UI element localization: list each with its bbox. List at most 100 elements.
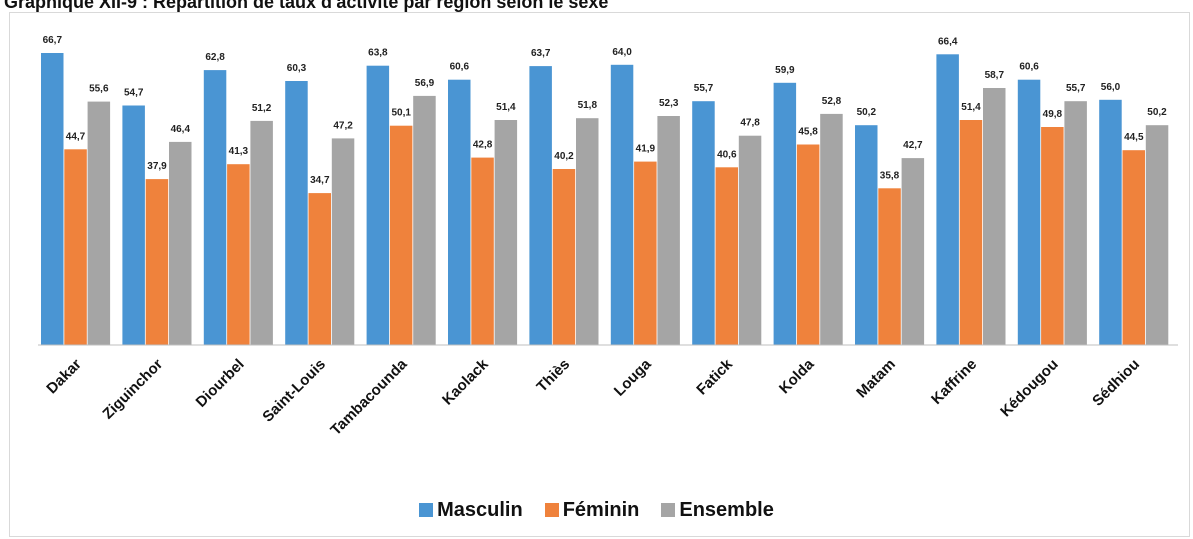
category-label-kedougou: Kédougou [997,356,1061,420]
bar-masculin-tambacounda [366,65,390,345]
value-label-feminin-diourbel: 41,3 [229,146,249,157]
bar-ensemble-fatick [738,135,762,345]
value-label-masculin-diourbel: 62,8 [205,52,225,63]
bar-feminin-tambacounda [389,125,413,345]
bar-masculin-thies [529,66,552,345]
category-label-thies: Thiès [533,356,573,396]
category-label-kolda: Kolda [776,355,818,397]
value-labels-layer: 66,7 44,7 55,6 54,7 37,9 46,4 62,8 41,3 51,2 60,3… [43,35,1168,186]
bar-feminin-kolda [796,144,820,345]
value-label-ensemble-louga: 52,3 [659,98,679,109]
value-label-ensemble-sedhiou: 50,2 [1147,107,1167,118]
bar-feminin-thies [552,169,576,345]
value-label-feminin-kaffrine: 51,4 [961,102,981,113]
chart-title: Graphique XII-9 : Répartition de taux d'… [4,0,609,12]
value-label-feminin-thies: 40,2 [554,151,574,162]
category-labels-layer: Dakar Ziguinchor Diourbel Saint-LouisTambac… [43,355,1143,439]
bar-ensemble-kaolack [494,120,518,345]
bar-masculin-kaffrine [936,54,959,346]
chart-frame [9,12,1190,537]
value-label-ensemble-kaolack: 51,4 [496,102,516,113]
value-label-ensemble-dakar: 55,6 [89,84,109,95]
bar-feminin-fatick [715,167,738,345]
value-label-ensemble-saint-louis: 47,2 [333,120,353,131]
bar-masculin-kedougou [1017,79,1041,345]
value-label-ensemble-fatick: 47,8 [740,118,760,129]
value-label-masculin-kaolack: 60,6 [450,62,470,73]
legend: Masculin Féminin Ensemble [0,496,1193,524]
bars-layer [41,53,1169,346]
value-label-masculin-tambacounda: 63,8 [368,48,388,59]
value-label-feminin-kolda: 45,8 [798,127,818,138]
bar-masculin-matam [855,125,878,345]
bar-masculin-kaolack [448,79,471,345]
bar-ensemble-diourbel [250,120,273,346]
bar-feminin-ziguinchor [145,179,169,345]
bar-ensemble-kaffrine [983,88,1006,345]
legend-label-masculin: Masculin [437,498,523,521]
value-label-ensemble-ziguinchor: 46,4 [171,124,191,135]
value-label-masculin-louga: 64,0 [612,47,632,58]
value-label-feminin-sedhiou: 44,5 [1124,132,1144,143]
bar-feminin-kedougou [1041,127,1064,345]
bar-masculin-sedhiou [1099,99,1122,345]
value-label-feminin-saint-louis: 34,7 [310,175,330,186]
value-label-masculin-ziguinchor: 54,7 [124,88,144,99]
category-label-diourbel: Diourbel [193,356,248,411]
value-label-masculin-matam: 50,2 [857,107,877,118]
bar-ensemble-louga [657,116,680,345]
value-label-masculin-thies: 63,7 [531,48,551,59]
value-label-feminin-kaolack: 42,8 [473,140,493,151]
value-label-ensemble-thies: 51,8 [578,100,598,111]
value-label-ensemble-matam: 42,7 [903,140,923,151]
value-label-masculin-sedhiou: 56,0 [1101,82,1121,93]
category-label-tambacounda: Tambacounda [327,355,411,439]
category-label-matam: Matam [853,356,899,402]
value-label-feminin-fatick: 40,6 [717,149,737,160]
value-label-ensemble-diourbel: 51,2 [252,103,272,114]
legend-swatch-ensemble [661,503,676,517]
value-label-masculin-fatick: 55,7 [694,83,714,94]
value-label-masculin-kaffrine: 66,4 [938,36,958,47]
bar-feminin-kaolack [471,157,494,345]
value-label-ensemble-tambacounda: 56,9 [415,78,435,89]
bar-feminin-sedhiou [1122,150,1145,345]
bar-masculin-louga [610,64,634,346]
category-label-kaolack: Kaolack [439,355,492,408]
value-label-feminin-dakar: 44,7 [66,131,86,142]
value-label-ensemble-kolda: 52,8 [822,96,842,107]
value-label-masculin-kolda: 59,9 [775,65,795,76]
bar-feminin-kaffrine [959,120,983,345]
bar-ensemble-saint-louis [331,138,355,345]
bar-ensemble-thies [576,118,599,345]
category-label-dakar: Dakar [43,356,85,398]
value-label-masculin-kedougou: 60,6 [1019,62,1039,73]
bar-ensemble-sedhiou [1145,125,1169,345]
bar-ensemble-kedougou [1064,101,1087,345]
legend-item-masculin: Masculin [419,499,523,522]
category-label-sedhiou: Sédhiou [1089,356,1143,410]
value-label-feminin-louga: 41,9 [636,144,656,155]
bar-masculin-diourbel [203,70,227,345]
bar-ensemble-kolda [820,113,843,346]
legend-swatch-masculin [419,503,434,517]
category-label-saint-louis: Saint-Louis [259,356,329,426]
value-label-feminin-kedougou: 49,8 [1043,109,1063,120]
category-label-louga: Louga [611,355,655,399]
legend-item-ensemble: Ensemble [661,499,774,522]
bar-ensemble-matam [901,158,925,345]
value-label-masculin-saint-louis: 60,3 [287,63,307,74]
category-label-kaffrine: Kaffrine [928,356,980,408]
bar-feminin-matam [878,188,901,345]
value-label-feminin-tambacounda: 50,1 [391,108,411,119]
legend-item-feminin: Féminin [544,498,640,522]
value-label-feminin-matam: 35,8 [880,170,900,181]
category-label-fatick: Fatick [693,355,736,398]
bar-masculin-fatick [692,101,715,345]
value-label-ensemble-kedougou: 55,7 [1066,83,1086,94]
bar-feminin-louga [634,161,657,345]
bar-ensemble-tambacounda [413,95,436,346]
legend-label-feminin: Féminin [562,498,640,521]
value-label-feminin-ziguinchor: 37,9 [147,161,167,172]
